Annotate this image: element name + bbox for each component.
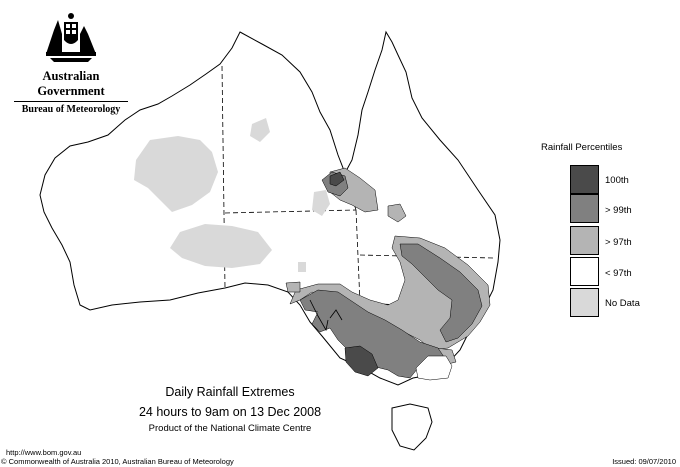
legend-swatch-below-97th xyxy=(570,257,599,286)
issued-date: Issued: 09/07/2010 xyxy=(612,457,676,466)
legend-swatch-no-data xyxy=(570,288,599,317)
government-logo: Australian Government Bureau of Meteorol… xyxy=(10,10,132,115)
map-product: Product of the National Climate Centre xyxy=(148,423,312,434)
logo-divider xyxy=(14,101,128,102)
legend-label-no-data: No Data xyxy=(605,298,640,309)
no-data-regions xyxy=(134,118,330,272)
legend-swatch-97th xyxy=(570,226,599,255)
legend-swatch-100th xyxy=(570,165,599,194)
organisation-name: Australian Government xyxy=(37,69,105,98)
legend-label-below-97th: < 97th xyxy=(605,268,632,279)
below-97-patch xyxy=(415,355,453,381)
map-title-block: Daily Rainfall Extremes 24 hours to 9am … xyxy=(110,385,350,434)
mainland-outline xyxy=(39,30,501,386)
legend-title: Rainfall Percentiles xyxy=(541,142,623,153)
tasmania-outline xyxy=(391,403,433,451)
copyright-notice: © Commonwealth of Australia 2010, Austra… xyxy=(1,457,234,466)
coat-of-arms-icon xyxy=(46,13,96,62)
legend-label-100th: 100th xyxy=(605,175,629,186)
legend-label-99th: > 99th xyxy=(605,205,632,216)
map-period: 24 hours to 9am on 13 Dec 2008 xyxy=(138,405,322,419)
department-name: Bureau of Meteorology xyxy=(21,104,121,115)
map-title: Daily Rainfall Extremes xyxy=(165,385,295,399)
coast-detail xyxy=(309,299,343,332)
legend-swatch-99th xyxy=(570,194,599,223)
legend-label-97th: > 97th xyxy=(605,237,632,248)
percentile-100-regions xyxy=(329,171,379,377)
website-url: http://www.bom.gov.au xyxy=(6,448,82,457)
